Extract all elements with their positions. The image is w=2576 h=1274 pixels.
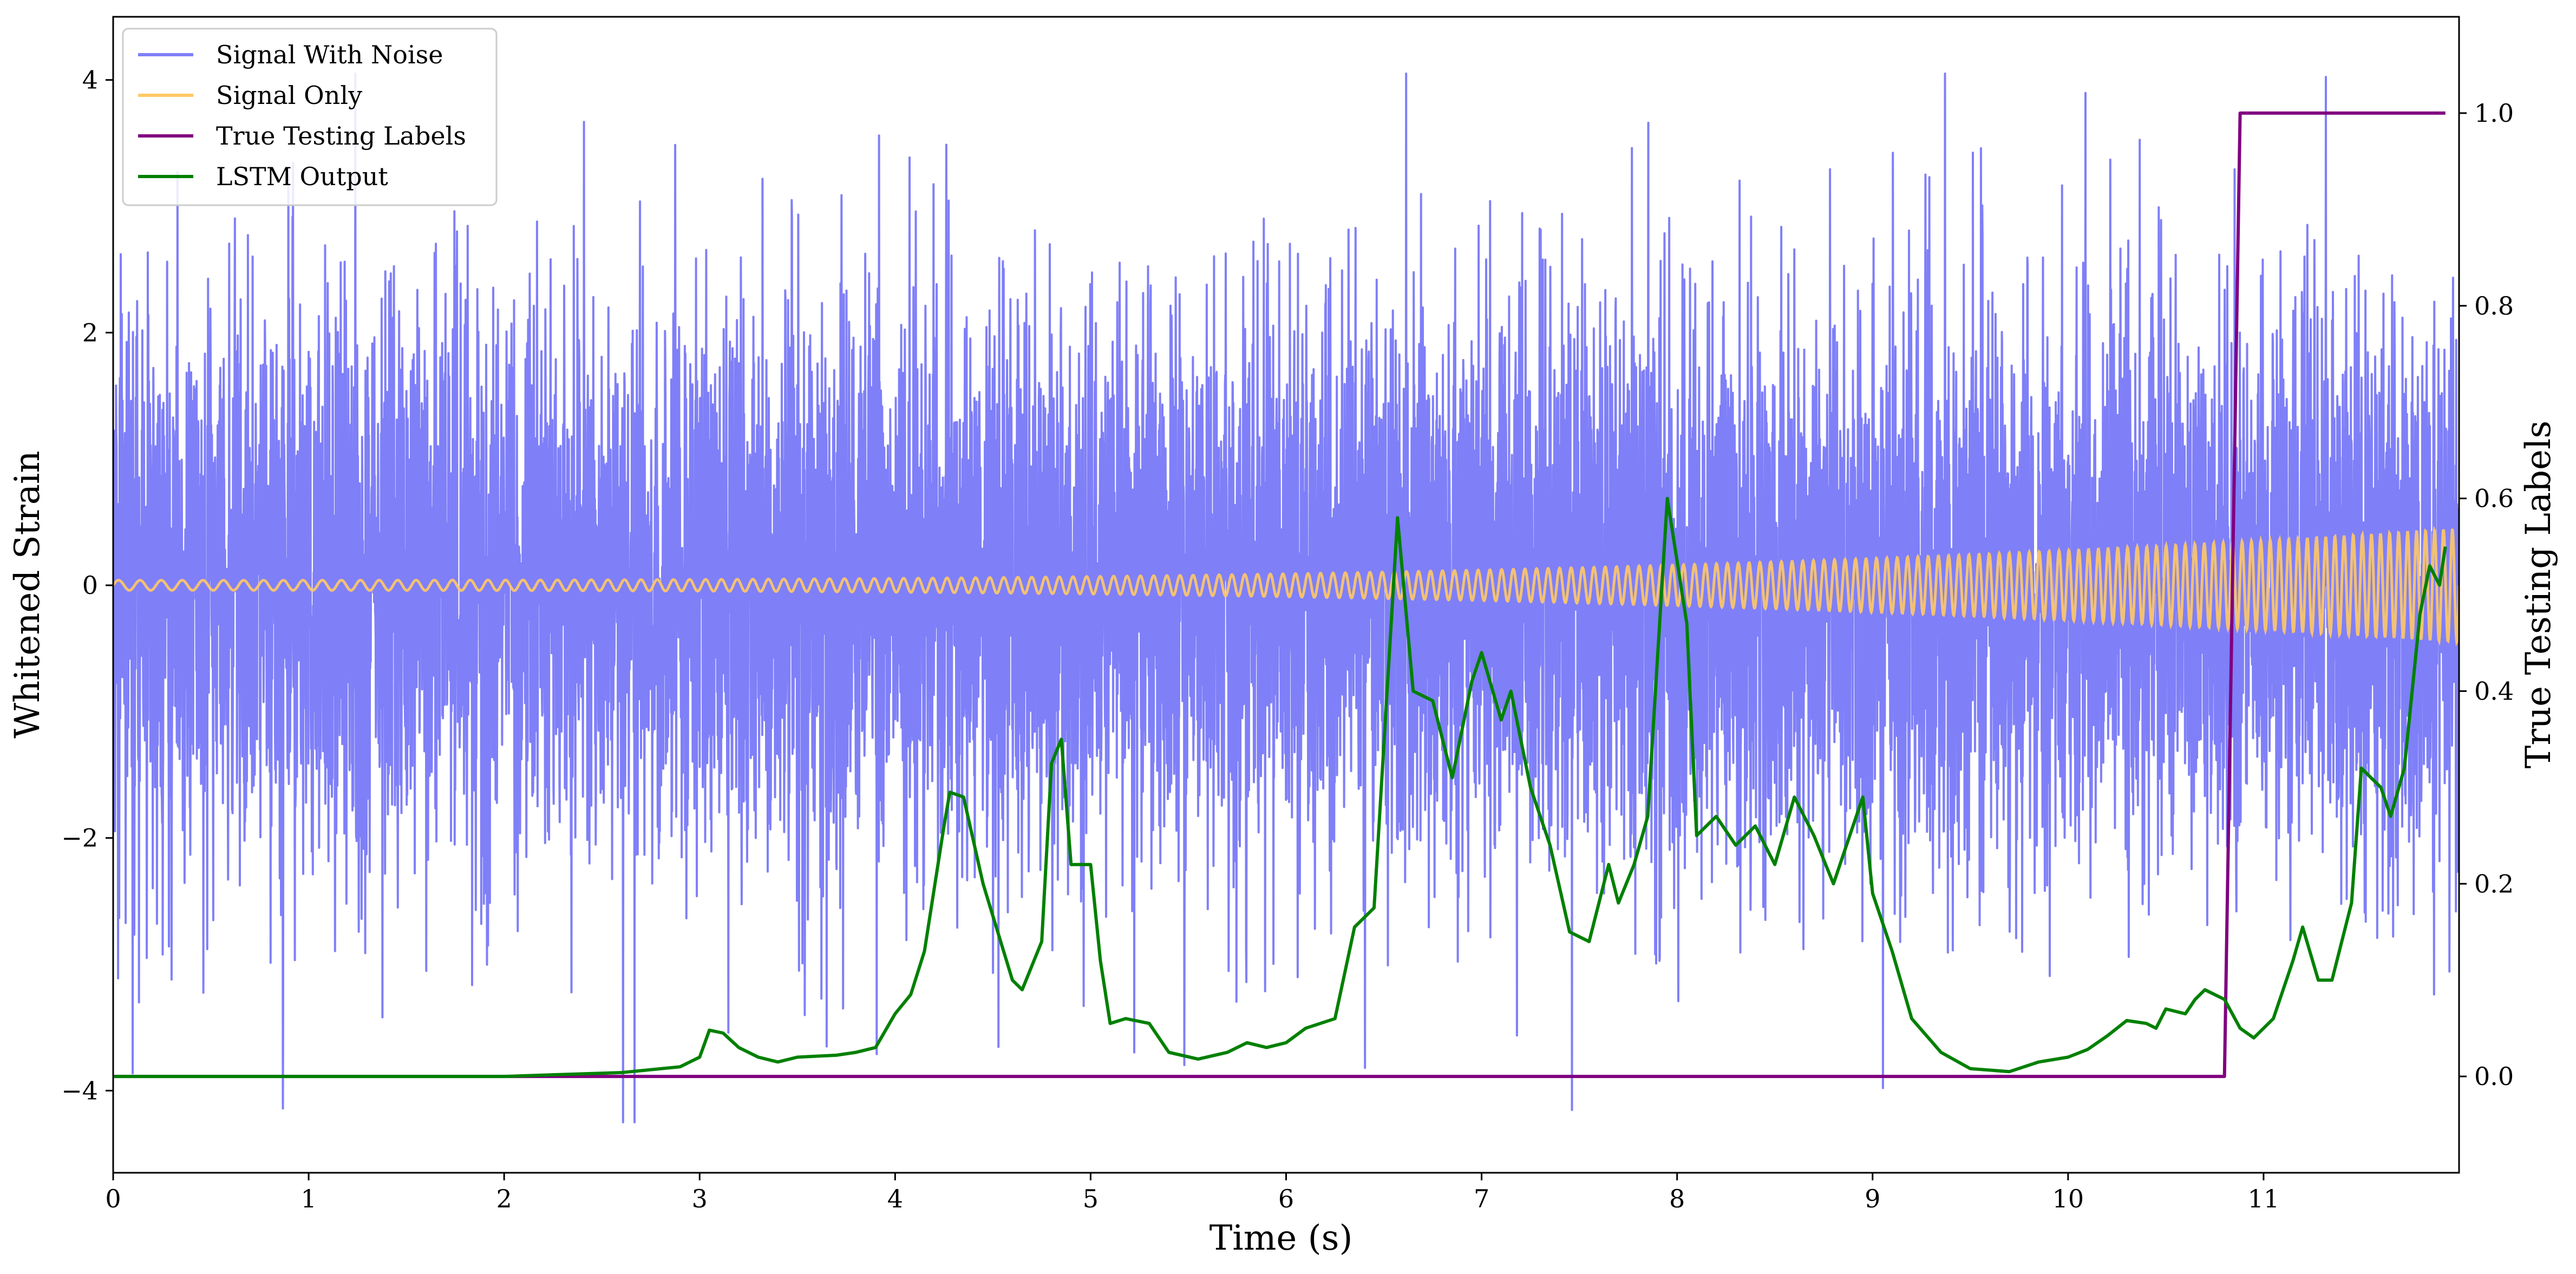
y-tick-label-left: −2 <box>61 824 98 853</box>
legend-label: Signal With Noise <box>216 40 443 69</box>
series-line-lstm-output <box>113 496 2447 1079</box>
y-axis-title-left: Whitened Strain <box>8 450 48 738</box>
y-tick-label-left: 4 <box>82 66 98 95</box>
x-tick-label: 0 <box>105 1184 121 1213</box>
x-axis-title: Time (s) <box>1209 1218 1353 1258</box>
y-tick-label-right: 0.6 <box>2474 484 2514 513</box>
y-tick-label-right: 0.4 <box>2474 676 2514 705</box>
legend-label: LSTM Output <box>216 162 388 191</box>
x-tick-label: 1 <box>300 1184 316 1213</box>
y-tick-label-left: 0 <box>82 571 98 600</box>
x-tick-label: 10 <box>2052 1184 2084 1213</box>
x-tick-label: 3 <box>692 1184 708 1213</box>
y-tick-label-right: 1.0 <box>2474 99 2514 128</box>
x-tick-label: 9 <box>1865 1184 1880 1213</box>
y-tick-label-right: 0.0 <box>2474 1062 2514 1091</box>
y-axis-title-right: True Testing Labels <box>2519 421 2559 769</box>
y-tick-label-right: 0.8 <box>2474 291 2514 321</box>
axes: 0 1 2 3 4 5 6 7 8 9 10 11 −4 −2 0 2 4 0.0 0.2 0.4 0.6 0.8 1.0 <box>61 66 2514 1213</box>
series-line-signal-with-noise <box>113 73 2459 1123</box>
x-tick-label: 7 <box>1474 1184 1489 1213</box>
x-tick-label: 5 <box>1083 1184 1099 1213</box>
y-tick-label-left: −4 <box>61 1076 98 1105</box>
x-tick-label: 2 <box>496 1184 512 1213</box>
x-tick-label: 11 <box>2248 1184 2280 1213</box>
x-tick-label: 4 <box>887 1184 903 1213</box>
series-line-true-testing-labels <box>113 111 2446 1079</box>
series-line-signal-only <box>113 526 2459 646</box>
legend: Signal With Noise Signal Only True Testing… <box>122 28 498 206</box>
legend-box <box>122 28 498 206</box>
x-tick-label: 6 <box>1278 1184 1294 1213</box>
y-tick-label-right: 0.2 <box>2474 869 2514 898</box>
plot-series <box>113 73 2459 1123</box>
x-tick-label: 8 <box>1669 1184 1685 1213</box>
legend-label: True Testing Labels <box>216 121 466 151</box>
y-tick-label-left: 2 <box>82 318 98 347</box>
legend-label: Signal Only <box>216 81 362 110</box>
